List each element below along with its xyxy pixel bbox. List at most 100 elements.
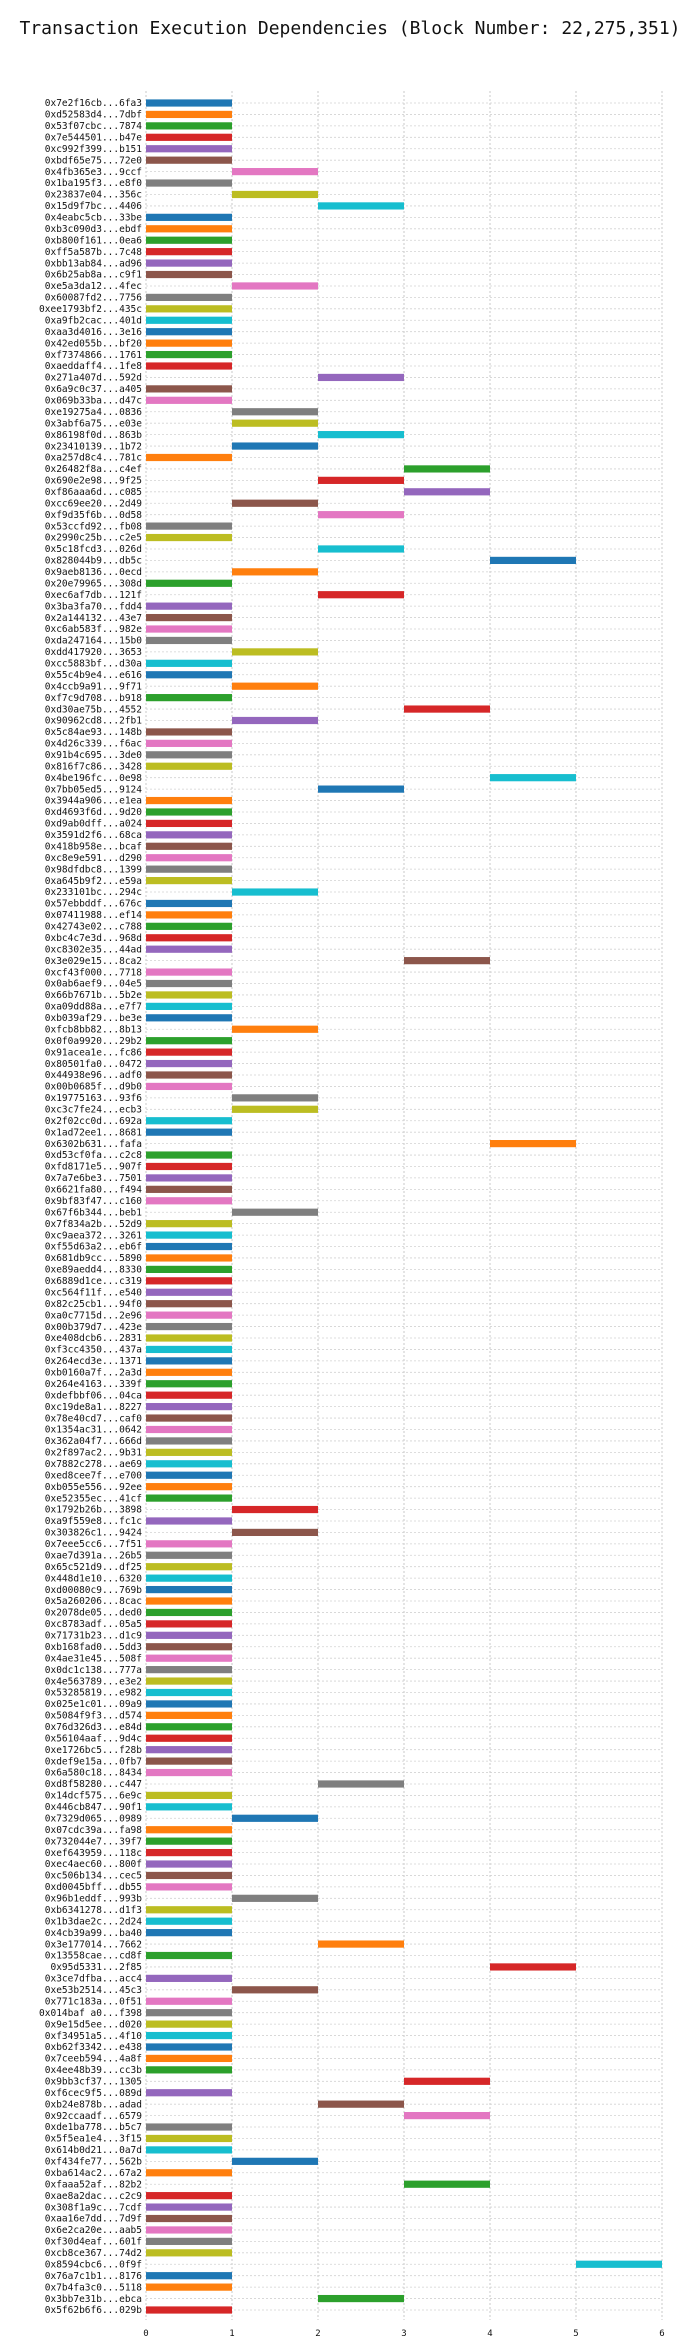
transaction-bar bbox=[146, 2043, 232, 2051]
transaction-bar bbox=[232, 716, 318, 725]
transaction-label: 0xc8e9e591...d290 bbox=[45, 853, 143, 864]
transaction-label: 0x13558cae...cd8f bbox=[45, 1951, 142, 1962]
transaction-bar bbox=[146, 1185, 232, 1193]
transaction-bar bbox=[146, 2031, 232, 2040]
transaction-bar bbox=[146, 979, 232, 988]
transaction-label: 0x7329d065...0989 bbox=[45, 1813, 143, 1824]
transaction-bar bbox=[146, 2089, 232, 2097]
transaction-label: 0xff5a587b...7c48 bbox=[45, 247, 143, 258]
transaction-label: 0x5f5ea1e4...3f15 bbox=[45, 2134, 142, 2145]
transaction-label: 0x3abf6a75...e03e bbox=[45, 418, 143, 429]
transaction-label: 0xd8f58280...c447 bbox=[45, 1779, 142, 1790]
transaction-label: 0x23410139...1b72 bbox=[45, 441, 142, 452]
transaction-label: 0xc8783adf...05a5 bbox=[45, 1619, 142, 1630]
transaction-label: 0x00b379d7...423e bbox=[45, 1322, 143, 1333]
transaction-bar bbox=[146, 1471, 232, 1479]
transaction-label: 0xb6341278...d1f3 bbox=[45, 1905, 142, 1916]
transaction-bar bbox=[146, 2134, 232, 2143]
transaction-label: 0x66b7671b...5b2e bbox=[45, 990, 143, 1001]
transaction-label: 0x92ccaadf...6579 bbox=[45, 2111, 143, 2122]
transaction-bar bbox=[404, 2077, 490, 2085]
transaction-bar bbox=[146, 1540, 232, 1548]
transaction-bar bbox=[146, 1883, 232, 1891]
transaction-label: 0x7e544501...b47e bbox=[45, 133, 143, 144]
transaction-bar bbox=[146, 2192, 232, 2200]
transaction-label: 0x9e15d5ee...d020 bbox=[45, 2019, 143, 2030]
transaction-label: 0x5a260206...8cac bbox=[45, 1596, 142, 1607]
transaction-label: 0x44938e96...adf0 bbox=[45, 1070, 143, 1081]
transaction-label: 0x448d1e10...6320 bbox=[45, 1573, 143, 1584]
transaction-bar bbox=[146, 1631, 232, 1639]
transaction-label: 0xe19275a4...0836 bbox=[45, 407, 143, 418]
transaction-bar bbox=[146, 1757, 232, 1765]
transaction-bar bbox=[146, 396, 232, 404]
transaction-label: 0x60087fd2...7756 bbox=[45, 293, 143, 304]
transaction-label: 0xe408dcb6...2831 bbox=[45, 1333, 143, 1344]
transaction-label: 0x42ed055b...bf20 bbox=[45, 338, 143, 349]
transaction-label: 0x4eabc5cb...33be bbox=[45, 213, 143, 224]
transaction-label: 0xb168fad0...5dd3 bbox=[45, 1642, 142, 1653]
transaction-bar bbox=[146, 213, 232, 221]
transaction-label: 0x9aeb8136...0ecd bbox=[45, 567, 142, 578]
transaction-bar bbox=[404, 2112, 490, 2120]
transaction-bar bbox=[146, 1574, 232, 1582]
transaction-label: 0xaeddaff4...1fe8 bbox=[45, 361, 143, 372]
transaction-bar bbox=[146, 751, 232, 759]
transaction-label: 0x3944a906...e1ea bbox=[45, 796, 142, 807]
x-tick-label: 5 bbox=[573, 2329, 578, 2339]
x-tick-label: 1 bbox=[229, 2329, 234, 2339]
transaction-label: 0x7bb05ed5...9124 bbox=[45, 784, 143, 795]
transaction-bar bbox=[146, 1151, 232, 1159]
transaction-label: 0xc3c7fe24...ecb3 bbox=[45, 1105, 142, 1116]
transaction-bar bbox=[146, 316, 232, 324]
transaction-bar bbox=[146, 1997, 232, 2005]
transaction-label: 0x3e029e15...8ca2 bbox=[45, 956, 142, 967]
transaction-bar bbox=[146, 1002, 232, 1010]
transaction-bar bbox=[146, 945, 232, 953]
transaction-label: 0xa9f559e8...fc1c bbox=[45, 1516, 142, 1527]
transaction-bar bbox=[232, 888, 318, 896]
transaction-label: 0x9bf83f47...c160 bbox=[45, 1196, 143, 1207]
transaction-label: 0x446cb847...90f1 bbox=[45, 1802, 143, 1813]
transaction-label: 0x42743e02...c788 bbox=[45, 922, 143, 933]
transaction-label: 0xed8cee7f...e700 bbox=[45, 1470, 143, 1481]
transaction-bar bbox=[318, 2100, 404, 2108]
transaction-bar bbox=[146, 1220, 232, 1228]
transaction-bar bbox=[146, 339, 232, 347]
x-axis-labels: 0 1 2 3 4 5 6 bbox=[143, 2329, 664, 2339]
transaction-label: 0xf6cec9f5...089d bbox=[45, 2088, 142, 2099]
transaction-label: 0x23837e04...356c bbox=[45, 190, 142, 201]
transaction-label: 0x014baf a0...f398 bbox=[39, 2008, 142, 2019]
transaction-bar bbox=[146, 1174, 232, 1182]
transaction-bar bbox=[146, 865, 232, 873]
transaction-label: 0x264e4163...339f bbox=[45, 1379, 142, 1390]
transaction-label: 0xd52583d4...7dbf bbox=[45, 110, 142, 121]
transaction-bar bbox=[146, 1288, 232, 1296]
transaction-bar bbox=[146, 1768, 232, 1777]
transaction-bar bbox=[146, 694, 232, 702]
transaction-bar bbox=[146, 1368, 232, 1376]
transaction-label: 0xc506b134...cec5 bbox=[45, 1871, 142, 1882]
transaction-bar bbox=[318, 785, 404, 793]
transaction-label: 0x56104aaf...9d4c bbox=[45, 1733, 142, 1744]
transaction-bar bbox=[146, 2237, 232, 2245]
transaction-label: 0xb62f3342...e438 bbox=[45, 2042, 143, 2053]
transaction-bar bbox=[146, 1563, 232, 1571]
transaction-label: 0xfd8171e5...907f bbox=[45, 1162, 142, 1173]
transaction-bar bbox=[146, 1917, 232, 1925]
transaction-bar bbox=[490, 774, 576, 782]
transaction-label: 0x233101bc...294c bbox=[45, 887, 142, 898]
transaction-bar bbox=[146, 1082, 232, 1091]
transaction-bar bbox=[146, 1128, 232, 1136]
transaction-bar bbox=[404, 2180, 490, 2188]
transaction-label: 0xa257d8c4...781c bbox=[45, 453, 142, 464]
transaction-label: 0x303826c1...9424 bbox=[45, 1528, 143, 1539]
transaction-label: 0x26482f8a...c4ef bbox=[45, 464, 142, 475]
transaction-label: 0x80501fa0...0472 bbox=[45, 1059, 142, 1070]
transaction-bar bbox=[146, 2306, 232, 2314]
transaction-bar bbox=[490, 556, 576, 565]
transaction-bar bbox=[146, 1311, 232, 1319]
transaction-bar bbox=[232, 190, 318, 199]
transaction-label: 0xcf43f000...7718 bbox=[45, 967, 143, 978]
transaction-bar bbox=[146, 1666, 232, 1674]
